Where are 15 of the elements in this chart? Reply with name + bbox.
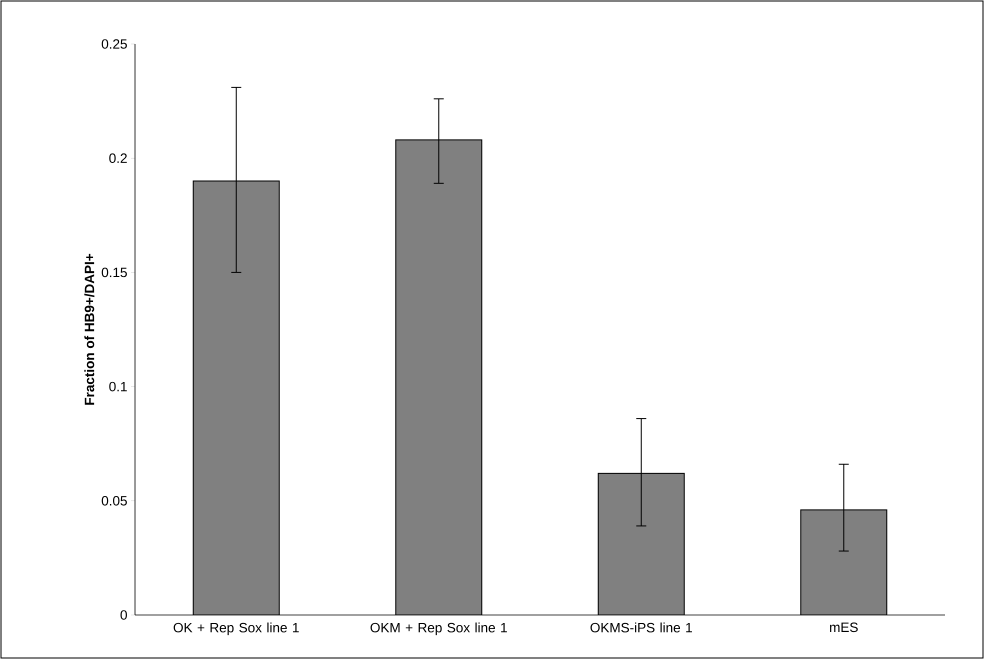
x-tick-label: OKM + Rep Sox line 1 bbox=[370, 622, 507, 636]
bar bbox=[800, 509, 888, 616]
bar bbox=[192, 180, 280, 616]
bar bbox=[598, 472, 685, 616]
y-tick-label: 0.15 bbox=[102, 268, 127, 278]
x-tick-label: OKMS-iPS line 1 bbox=[590, 622, 692, 632]
y-tick-label: 0.25 bbox=[102, 39, 127, 49]
y-tick-label: 0.2 bbox=[109, 153, 127, 163]
y-axis-title: Fraction of HB9+/DAPI+ bbox=[84, 254, 94, 405]
bar bbox=[395, 139, 482, 616]
y-tick-label: 0.05 bbox=[102, 496, 127, 506]
x-tick-label: mES bbox=[830, 622, 858, 632]
y-tick-label: 0.1 bbox=[109, 382, 127, 392]
y-tick-label: 0 bbox=[120, 610, 127, 620]
x-tick-label: OK + Rep Sox line 1 bbox=[174, 622, 299, 636]
